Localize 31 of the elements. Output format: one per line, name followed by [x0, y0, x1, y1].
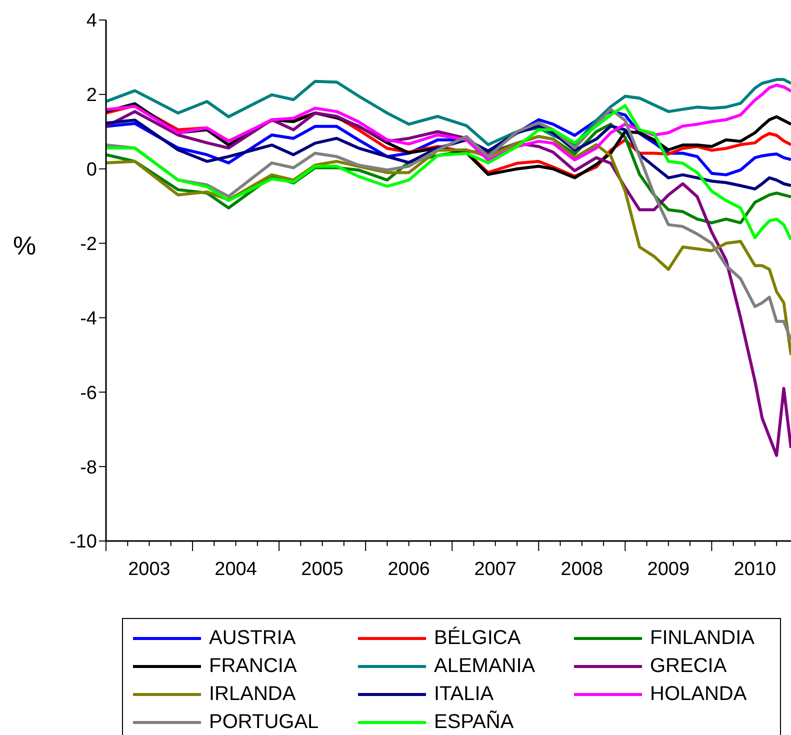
y-axis-title: % — [13, 230, 36, 261]
legend-label: FRANCIA — [209, 654, 297, 678]
x-tick-label: 2009 — [647, 559, 690, 580]
legend-label: BÉLGICA — [434, 626, 521, 650]
legend-label: ESPAÑA — [434, 710, 514, 734]
x-tick-label: 2005 — [301, 559, 344, 580]
y-tick-label: -6 — [80, 382, 97, 404]
x-tick-label: 2006 — [388, 559, 430, 580]
x-tick-label: 2008 — [560, 559, 604, 580]
line-series — [106, 84, 791, 162]
legend-label: AUSTRIA — [209, 626, 296, 650]
y-tick-label: 4 — [86, 10, 98, 32]
y-tick-label: -8 — [80, 457, 97, 478]
y-tick-label: -4 — [80, 308, 98, 330]
line-series — [106, 104, 791, 242]
y-tick-label: 0 — [86, 160, 97, 181]
y-tick-label: -2 — [80, 234, 97, 256]
x-tick-label: 2007 — [474, 559, 517, 580]
y-tick-label: 2 — [86, 85, 97, 106]
legend-label: IRLANDA — [209, 682, 296, 706]
legend-label: HOLANDA — [650, 682, 747, 706]
legend-label: GRECIA — [650, 654, 727, 678]
legend-label: PORTUGAL — [209, 710, 319, 734]
x-tick-label: 2003 — [128, 559, 170, 580]
x-tick-label: 2004 — [214, 559, 258, 580]
legend-label: FINLANDIA — [650, 626, 754, 650]
legend-label: ALEMANIA — [434, 654, 536, 678]
x-tick-label: 2010 — [734, 559, 776, 580]
y-tick-label: -10 — [70, 532, 97, 553]
line-series — [106, 78, 791, 146]
legend-label: ITALIA — [434, 682, 494, 706]
